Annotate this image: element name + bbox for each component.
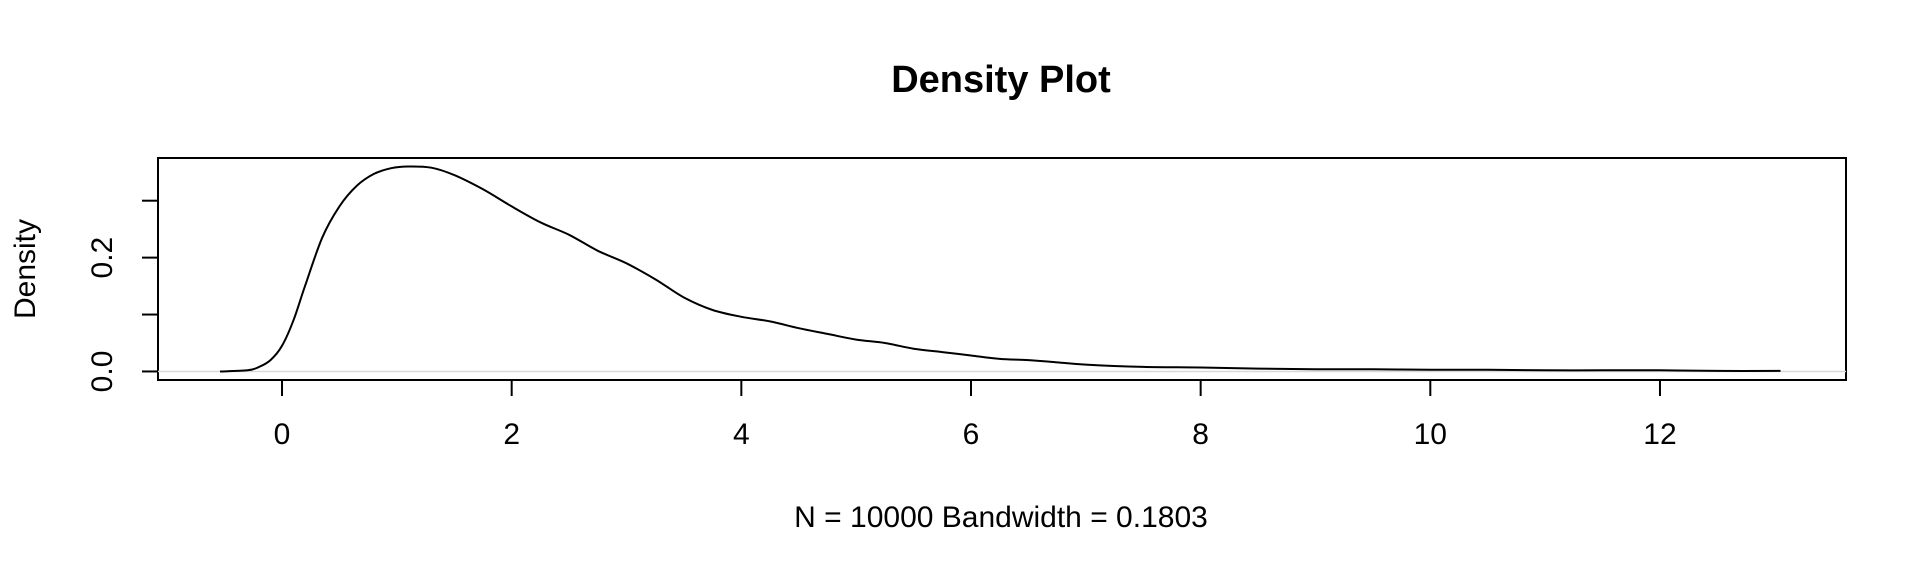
y-tick-label: 0.0: [86, 351, 119, 393]
plot-frame: [157, 157, 1847, 381]
x-tick-label: 8: [1192, 418, 1209, 451]
chart-title: Density Plot: [891, 59, 1111, 101]
x-axis: 0 2 4 6 8 10 12: [274, 380, 1677, 451]
y-axis: 0.0 0.2: [86, 199, 158, 393]
density-line: [219, 165, 1781, 373]
x-tick-label: 12: [1643, 418, 1676, 451]
x-tick-label: 6: [963, 418, 980, 451]
x-tick-label: 4: [733, 418, 750, 451]
x-tick-label: 10: [1414, 418, 1447, 451]
y-tick-label: 0.2: [86, 237, 119, 279]
x-tick-label: 0: [274, 418, 291, 451]
x-tick-label: 2: [503, 418, 520, 451]
y-axis-label: Density: [9, 219, 42, 319]
x-axis-label: N = 10000 Bandwidth = 0.1803: [794, 501, 1208, 534]
